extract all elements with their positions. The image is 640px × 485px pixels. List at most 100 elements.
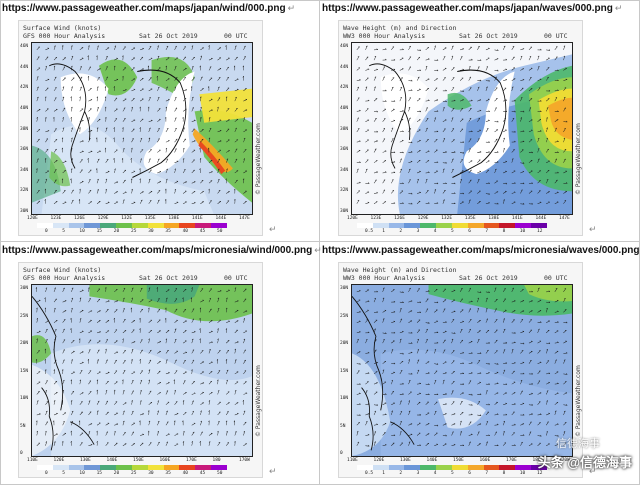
direction-arrow bbox=[356, 351, 361, 354]
direction-arrow-head bbox=[503, 420, 505, 423]
direction-arrow bbox=[122, 179, 126, 184]
direction-arrow bbox=[36, 129, 41, 133]
direction-arrow-head bbox=[89, 298, 91, 300]
direction-arrow-head bbox=[88, 349, 91, 351]
direction-arrow-head bbox=[158, 298, 160, 300]
direction-arrow bbox=[157, 171, 162, 174]
direction-arrow bbox=[502, 328, 506, 334]
direction-arrow bbox=[546, 330, 550, 334]
direction-arrow bbox=[71, 340, 75, 344]
direction-arrow-head bbox=[503, 318, 505, 320]
direction-arrow-head bbox=[382, 297, 385, 300]
map-url-caption[interactable]: https://www.passageweather.com/maps/japa… bbox=[322, 3, 622, 14]
direction-arrow-head bbox=[140, 379, 143, 382]
direction-arrow-head bbox=[494, 168, 497, 170]
direction-arrow bbox=[165, 106, 168, 112]
direction-arrow-head bbox=[419, 392, 421, 394]
direction-arrow bbox=[477, 118, 481, 122]
direction-arrow-head bbox=[436, 59, 439, 61]
direction-arrow bbox=[148, 359, 152, 364]
direction-arrow-head bbox=[548, 372, 551, 374]
direction-arrow bbox=[114, 118, 118, 122]
direction-arrow bbox=[243, 349, 246, 354]
direction-arrow bbox=[511, 432, 515, 436]
direction-arrow bbox=[391, 161, 396, 163]
map-url-caption[interactable]: https://www.passageweather.com/maps/japa… bbox=[2, 3, 295, 14]
direction-arrow-head bbox=[522, 140, 525, 142]
direction-arrow-head bbox=[209, 127, 212, 130]
direction-arrow bbox=[217, 338, 219, 344]
direction-arrow bbox=[79, 290, 84, 293]
direction-arrow-head bbox=[166, 168, 168, 170]
direction-arrow-head bbox=[436, 161, 439, 163]
direction-arrow bbox=[157, 298, 160, 303]
direction-arrow-head bbox=[393, 300, 396, 303]
direction-arrow-head bbox=[428, 290, 430, 292]
direction-arrow bbox=[105, 348, 107, 354]
direction-arrow bbox=[53, 201, 58, 204]
direction-arrow bbox=[105, 400, 109, 405]
longitude-tick-label: 170W bbox=[239, 458, 250, 463]
direction-arrow bbox=[226, 150, 230, 153]
direction-arrow bbox=[234, 139, 239, 143]
map-url-text[interactable]: https://www.passageweather.com/maps/micr… bbox=[322, 245, 640, 256]
direction-arrow bbox=[62, 349, 65, 354]
longitude-tick-label: 129E bbox=[417, 216, 429, 221]
direction-arrow-head bbox=[409, 117, 411, 119]
direction-arrow-head bbox=[503, 137, 505, 140]
direction-arrow bbox=[131, 128, 135, 133]
direction-arrow bbox=[494, 329, 498, 334]
direction-arrow bbox=[191, 381, 195, 385]
direction-arrow-head bbox=[391, 127, 394, 129]
direction-arrow bbox=[554, 56, 558, 61]
map-url-caption[interactable]: https://www.passageweather.com/maps/micr… bbox=[322, 245, 640, 256]
direction-arrow-head bbox=[408, 107, 411, 109]
direction-arrow-head bbox=[538, 158, 540, 160]
direction-arrow-head bbox=[453, 202, 456, 204]
color-scale-swatch bbox=[420, 223, 437, 228]
map-url-caption[interactable]: https://www.passageweather.com/maps/micr… bbox=[2, 245, 322, 256]
direction-arrow bbox=[434, 301, 439, 304]
direction-arrow bbox=[356, 299, 361, 303]
direction-arrow-head bbox=[565, 120, 568, 123]
direction-arrow bbox=[442, 349, 446, 354]
direction-arrow-head bbox=[63, 287, 65, 289]
direction-arrow bbox=[365, 434, 370, 436]
direction-arrow bbox=[114, 300, 118, 303]
direction-arrow bbox=[356, 46, 360, 51]
direction-arrow bbox=[451, 319, 455, 323]
direction-arrow bbox=[477, 99, 482, 102]
direction-arrow bbox=[148, 287, 151, 292]
map-url-text[interactable]: https://www.passageweather.com/maps/micr… bbox=[2, 245, 313, 256]
direction-arrow-head bbox=[216, 358, 219, 361]
direction-arrow-head bbox=[520, 379, 523, 382]
direction-arrow bbox=[148, 127, 151, 133]
direction-arrow bbox=[408, 320, 413, 323]
direction-arrow bbox=[425, 118, 429, 122]
direction-arrow-head bbox=[199, 147, 201, 150]
return-mark: ↵ bbox=[287, 3, 296, 13]
direction-arrow bbox=[477, 190, 481, 194]
direction-arrow-head bbox=[192, 359, 195, 361]
direction-arrow-head bbox=[131, 147, 133, 150]
direction-arrow-head bbox=[359, 362, 361, 365]
direction-arrow bbox=[122, 350, 126, 354]
direction-arrow bbox=[182, 127, 185, 133]
map-url-text[interactable]: https://www.passageweather.com/maps/japa… bbox=[2, 3, 286, 14]
direction-arrow bbox=[468, 46, 472, 51]
direction-arrow-head bbox=[200, 410, 202, 412]
direction-arrow bbox=[140, 48, 144, 51]
map-url-text[interactable]: https://www.passageweather.com/maps/japa… bbox=[322, 3, 613, 14]
direction-arrow bbox=[105, 442, 109, 446]
direction-arrow bbox=[183, 320, 187, 323]
direction-arrow bbox=[451, 371, 455, 375]
direction-arrow bbox=[157, 86, 160, 92]
direction-arrow bbox=[485, 160, 490, 163]
direction-arrow bbox=[234, 158, 238, 163]
direction-arrow bbox=[391, 190, 395, 194]
direction-arrow bbox=[416, 359, 420, 364]
direction-arrow-head bbox=[503, 328, 506, 330]
direction-arrow bbox=[373, 148, 377, 153]
direction-arrow-head bbox=[234, 389, 237, 392]
direction-arrow-head bbox=[44, 348, 46, 351]
